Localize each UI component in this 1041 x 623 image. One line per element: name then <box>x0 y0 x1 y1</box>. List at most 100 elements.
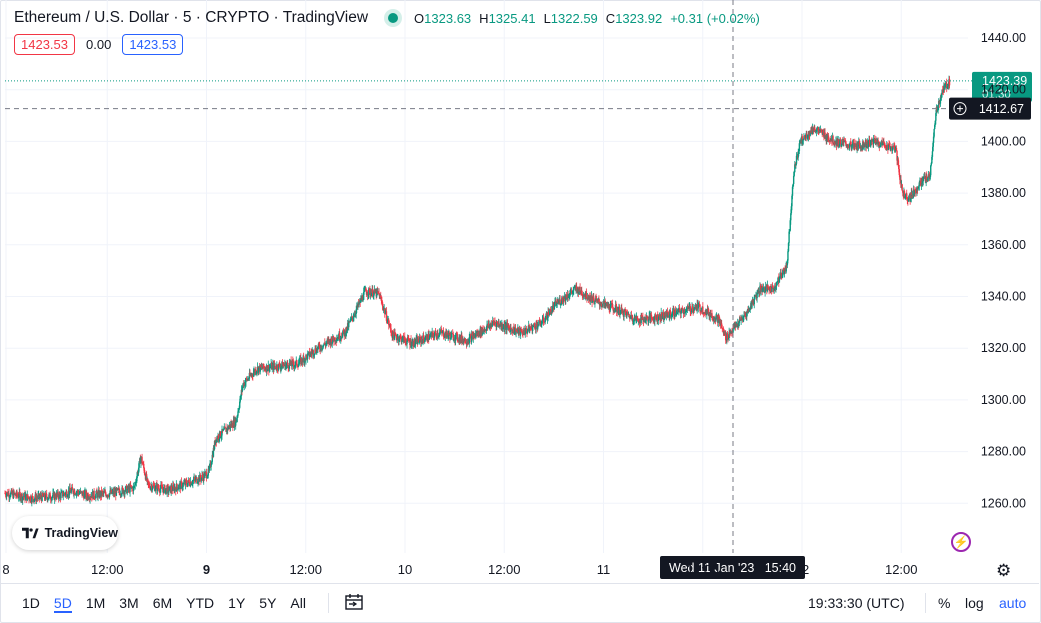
candle-body <box>236 417 238 422</box>
candle-body <box>927 177 929 181</box>
sell-button[interactable]: 1423.53 <box>14 34 75 55</box>
candle-body <box>23 496 25 498</box>
candle-body <box>182 483 184 487</box>
candle-body <box>8 496 11 498</box>
candle-body <box>532 325 534 327</box>
candle-body <box>420 339 423 343</box>
range-1m[interactable]: 1M <box>85 595 106 611</box>
candle-body <box>902 190 904 193</box>
candle-body <box>608 303 610 310</box>
spread-value: 0.00 <box>86 37 112 52</box>
candle-body <box>488 325 490 328</box>
candle-body <box>802 140 804 144</box>
candle-body <box>578 292 580 294</box>
candle-body <box>222 429 224 432</box>
range-3m[interactable]: 3M <box>119 595 139 611</box>
candle-body <box>278 363 281 367</box>
candle-body <box>807 136 809 138</box>
candle-body <box>534 326 536 330</box>
candle-body <box>255 372 257 374</box>
candle-body <box>465 342 467 344</box>
buy-button[interactable]: 1423.53 <box>122 34 184 55</box>
candle-body <box>806 137 809 139</box>
candle-body <box>297 363 300 367</box>
gear-icon[interactable]: ⚙ <box>996 561 1012 580</box>
candle-body <box>941 89 943 94</box>
candle-body <box>780 274 783 278</box>
candle-body <box>302 356 305 358</box>
candle-body <box>678 307 680 313</box>
auto-scale-toggle[interactable]: auto <box>999 595 1027 611</box>
range-5y[interactable]: 5Y <box>259 595 277 611</box>
range-1d[interactable]: 1D <box>22 595 40 611</box>
candle-body <box>68 487 71 495</box>
log-toggle[interactable]: log <box>965 595 984 611</box>
candle-body <box>121 487 124 489</box>
candle-body <box>390 328 392 333</box>
range-5d[interactable]: 5D <box>53 595 72 613</box>
candle-body <box>634 315 637 320</box>
range-6m[interactable]: 6M <box>152 595 173 611</box>
candle-body <box>291 360 293 367</box>
candle-body <box>567 294 569 298</box>
candle-body <box>940 93 943 98</box>
calendar-range-icon[interactable] <box>345 594 363 615</box>
candle-body <box>38 493 40 498</box>
last-price-label: 1423.39 <box>982 74 1027 88</box>
candle-body <box>329 339 331 341</box>
candle-body <box>627 312 629 315</box>
candle-body <box>553 303 556 310</box>
range-ytd[interactable]: YTD <box>186 595 215 611</box>
candle-body <box>79 490 82 493</box>
candle-body <box>29 496 32 502</box>
candle-body <box>143 468 146 474</box>
range-1y[interactable]: 1Y <box>228 595 246 611</box>
candle-body <box>353 314 356 317</box>
candle-body <box>175 483 178 492</box>
candle-body <box>80 490 82 492</box>
candle-body <box>212 447 215 457</box>
candle-body <box>373 291 375 297</box>
price-axis: 1440.00 1420.00 1400.00 1380.00 1360.00 1340.… <box>981 31 1026 510</box>
candle-body <box>591 295 593 303</box>
candle-body <box>232 427 234 428</box>
candle-body <box>173 487 176 492</box>
toolbar-divider <box>328 593 329 613</box>
candle-body <box>703 312 706 314</box>
candle-body <box>936 107 938 112</box>
candle-body <box>575 286 578 289</box>
candle-body <box>60 491 63 493</box>
symbol-title[interactable]: Ethereum / U.S. Dollar · 5 · CRYPTO · Tr… <box>14 9 369 26</box>
candle-body <box>657 314 659 321</box>
tradingview-logo[interactable]: TradingView <box>12 516 118 550</box>
candle-body <box>895 147 898 151</box>
lightning-icon[interactable]: ⚡ <box>951 532 971 552</box>
percent-toggle[interactable]: % <box>938 595 951 611</box>
candle-body <box>63 492 66 494</box>
candle-body <box>665 310 668 317</box>
candle-body <box>891 146 893 151</box>
candle-body <box>314 348 317 353</box>
candle-body <box>845 143 847 147</box>
candle-body <box>238 407 240 410</box>
market-status-icon[interactable] <box>388 13 399 23</box>
crosshair-price-label: 1412.67 <box>979 102 1024 116</box>
candle-body <box>621 307 623 312</box>
low-value: 1322.59 <box>550 10 598 26</box>
candle-body <box>779 275 781 278</box>
candle-body <box>629 316 632 319</box>
time-tick-label: 9 <box>203 562 210 577</box>
candle-body <box>20 498 22 500</box>
candle-body <box>581 290 583 296</box>
candle-body <box>33 499 35 502</box>
candle-body <box>619 310 622 314</box>
candle-body <box>224 427 226 429</box>
range-all[interactable]: All <box>290 595 306 611</box>
candle-body <box>415 338 417 343</box>
candle-body <box>922 181 924 184</box>
candle-body <box>422 335 424 344</box>
candle-body <box>432 332 435 337</box>
candle-body <box>97 492 99 498</box>
utc-clock[interactable]: 19:33:30 (UTC) <box>808 595 905 611</box>
